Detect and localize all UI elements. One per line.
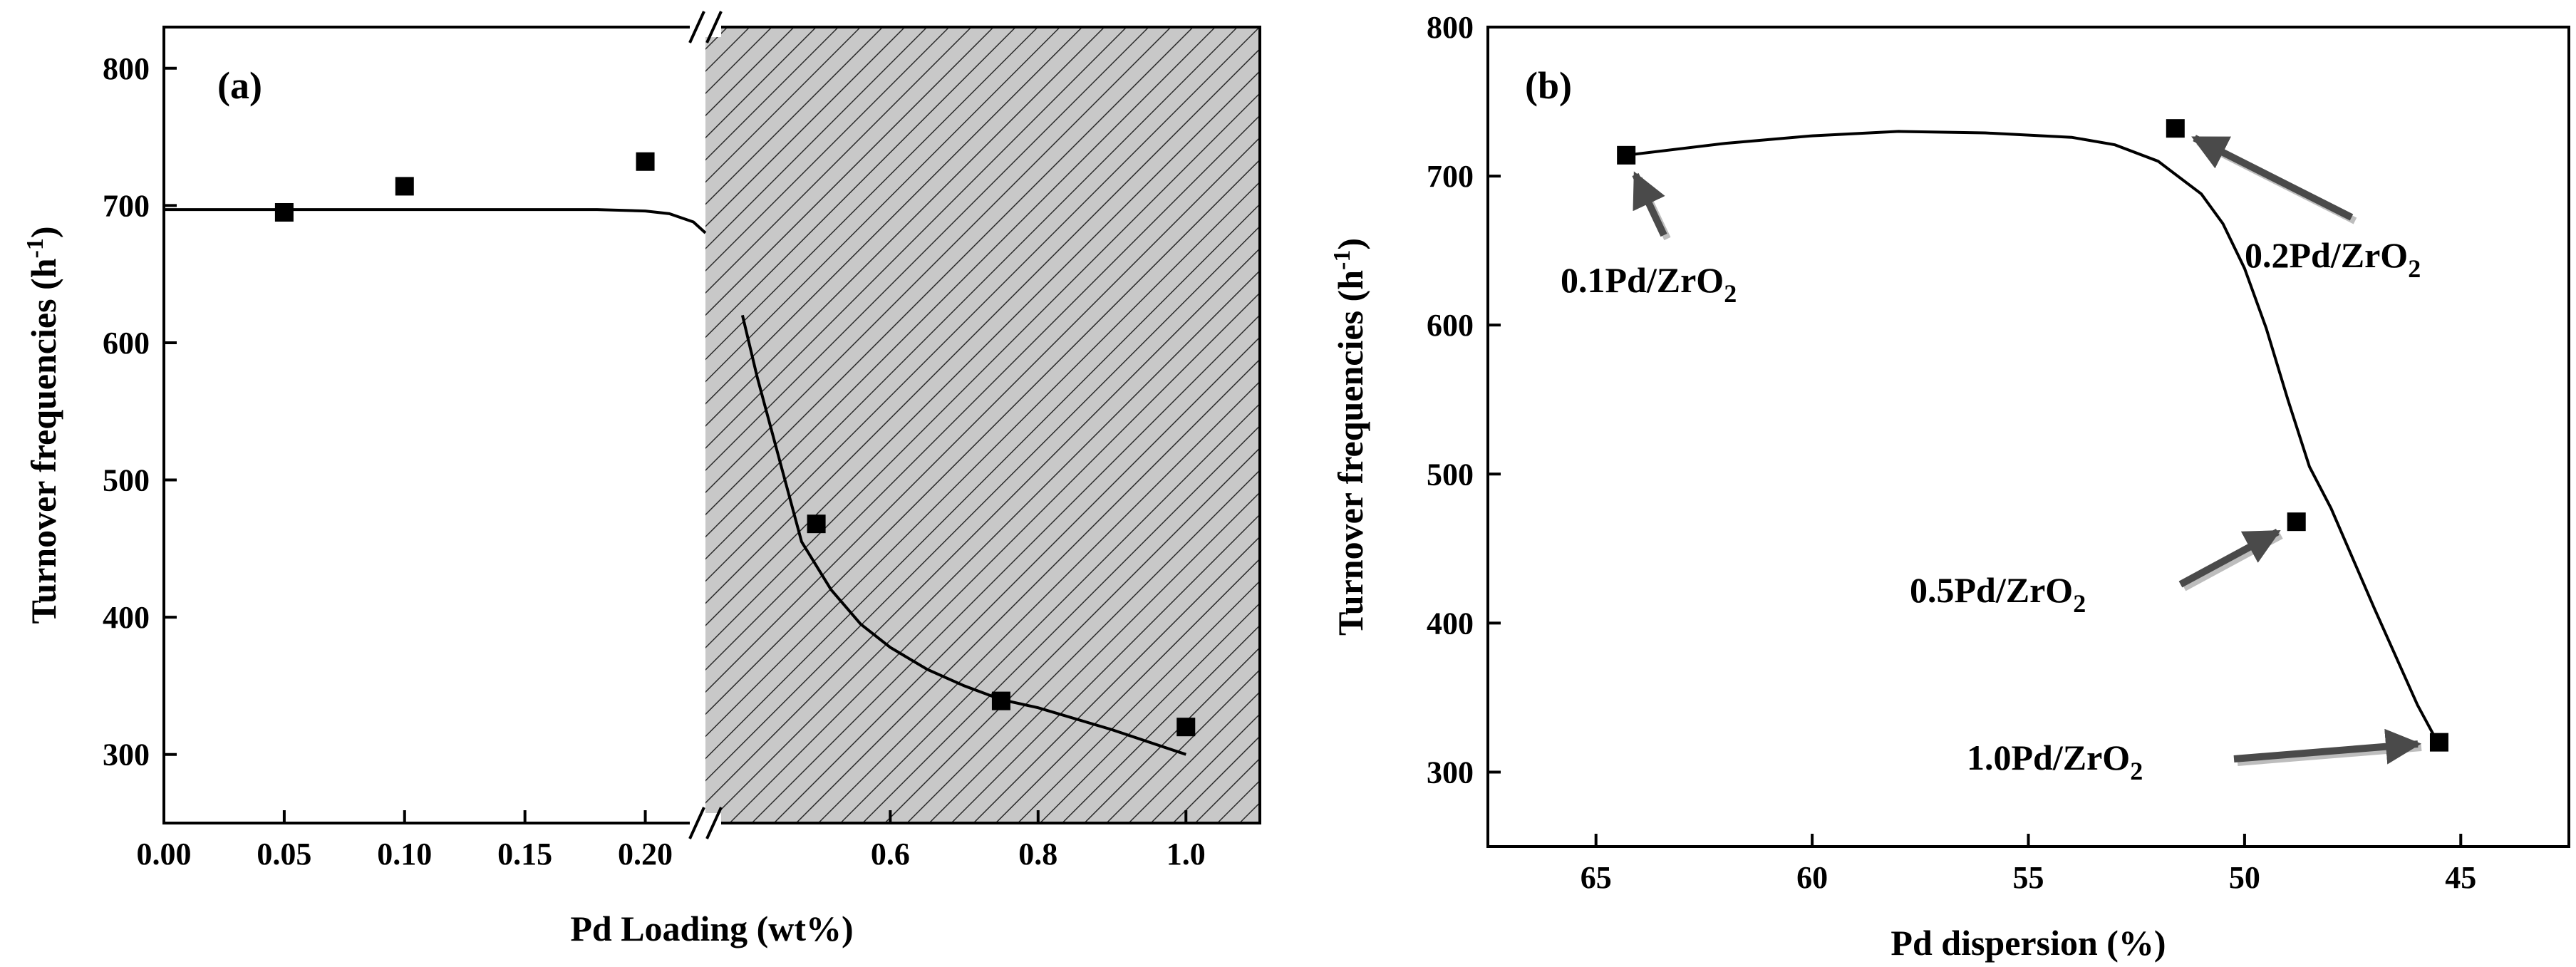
b-annotation-label-base: 0.2Pd/ZrO [2245,235,2408,275]
b-y-tick-label: 600 [1427,308,1474,343]
b-data-point [2287,512,2306,532]
b-y-axis-title-close: ) [1330,238,1370,250]
b-annotation-arrow [2191,135,2354,221]
b-x-axis-title: Pd dispersion (%) [1890,923,2166,963]
b-data-points [1617,119,2448,752]
a-break-mark [705,11,723,43]
b-panel-label: (b) [1525,64,1572,107]
a-x-tick-label: 0.8 [1018,837,1057,872]
a-y-axis-title: Turnover frequencies (h-1) [22,227,63,624]
b-annotation-arrow [2178,529,2281,588]
a-x-tick-label: 0.10 [377,837,432,872]
b-annotation-arrow [1632,171,1667,237]
a-break-mark [705,807,723,839]
a-data-point [1176,718,1196,737]
a-y-tick-label: 400 [103,600,150,635]
a-y-tick-label: 800 [103,51,150,86]
a-y-axis-title-sup: -1 [22,238,48,258]
b-annotation-arrow-shadow [2182,532,2283,591]
b-annotation-label: 0.2Pd/ZrO2 [2245,235,2421,283]
a-data-point [395,177,414,196]
b-annotation-label-sub: 2 [2130,757,2143,785]
b-annotation-label-base: 1.0Pd/ZrO [1967,738,2130,777]
a-data-point [807,514,826,534]
b-annotation-label-base: 0.5Pd/ZrO [1910,570,2073,610]
a-x-tick-label: 1.0 [1167,837,1206,872]
b-y-axis-title-sup: -1 [1329,250,1355,270]
b-annotation-label: 0.5Pd/ZrO2 [1910,570,2086,618]
b-y-tick-label: 400 [1427,606,1474,641]
b-x-tick-label: 50 [2229,860,2260,895]
a-data-points [274,152,1196,737]
b-annotation-arrow [2233,728,2422,765]
b-x-tick-label: 55 [2013,860,2044,895]
b-annotation-label-sub: 2 [1724,279,1737,308]
a-y-axis-title-main: Turnover frequencies (h [24,258,63,624]
b-fit-curve [1625,130,2441,746]
b-x-tick-label: 45 [2445,860,2476,895]
a-break-mark [688,11,705,43]
b-ticks: 300 400 500 600 700 800 65 60 55 50 45 [1427,10,2476,895]
panel-a-chart: 300 400 500 600 700 800 0.00 0.05 0.10 0.15 0.20 0.… [22,11,1261,948]
b-annotation-label: 0.1Pd/ZrO2 [1561,260,1737,308]
a-data-point [991,691,1010,710]
a-fit-line [740,314,1186,756]
a-ticks: 300 400 500 600 700 800 0.00 0.05 0.10 0.15 0.20 0.… [103,51,1206,872]
b-data-point [2166,119,2185,138]
b-data-point [1617,145,1636,165]
a-y-tick-label: 300 [103,738,150,772]
b-axes [1486,26,2570,848]
b-y-tick-label: 500 [1427,457,1474,492]
b-y-axis-title: Turnover frequencies (h-1) [1329,238,1370,636]
b-x-tick-label: 65 [1581,860,1612,895]
b-data-point [2429,733,2448,752]
a-x-tick-label: 0.20 [618,837,673,872]
b-y-tick-label: 800 [1427,10,1474,45]
b-y-tick-label: 300 [1427,755,1474,790]
b-x-tick-label: 60 [1796,860,1828,895]
a-data-point [636,152,655,171]
b-annotation-label-sub: 2 [2073,589,2086,618]
b-annotation-label: 1.0Pd/ZrO2 [1967,738,2143,785]
a-x-tick-label: 0.05 [257,837,311,872]
a-data-point [274,202,294,222]
a-x-tick-label: 0.6 [871,837,910,872]
a-x-axis-title: Pd Loading (wt%) [570,909,853,948]
a-axes [162,11,1261,839]
a-panel-label: (a) [217,64,262,107]
a-fit-curves [164,208,1186,756]
a-break-mark [688,807,705,839]
b-y-axis-title-main: Turnover frequencies (h [1330,270,1370,636]
b-fit-line [1625,130,2441,746]
b-annotation-label-sub: 2 [2408,254,2421,283]
a-y-axis-title-close: ) [24,227,63,239]
b-annotation-label-base: 0.1Pd/ZrO [1561,260,1724,300]
a-y-tick-label: 700 [103,188,150,223]
a-x-tick-label: 0.15 [497,837,552,872]
b-y-tick-label: 700 [1427,159,1474,194]
a-shaded-region [705,27,1260,823]
b-plot-frame [1486,26,2570,848]
a-y-tick-label: 600 [103,326,150,361]
a-fit-line [164,208,707,234]
a-y-tick-label: 500 [103,463,150,498]
a-x-tick-label: 0.00 [137,837,192,872]
